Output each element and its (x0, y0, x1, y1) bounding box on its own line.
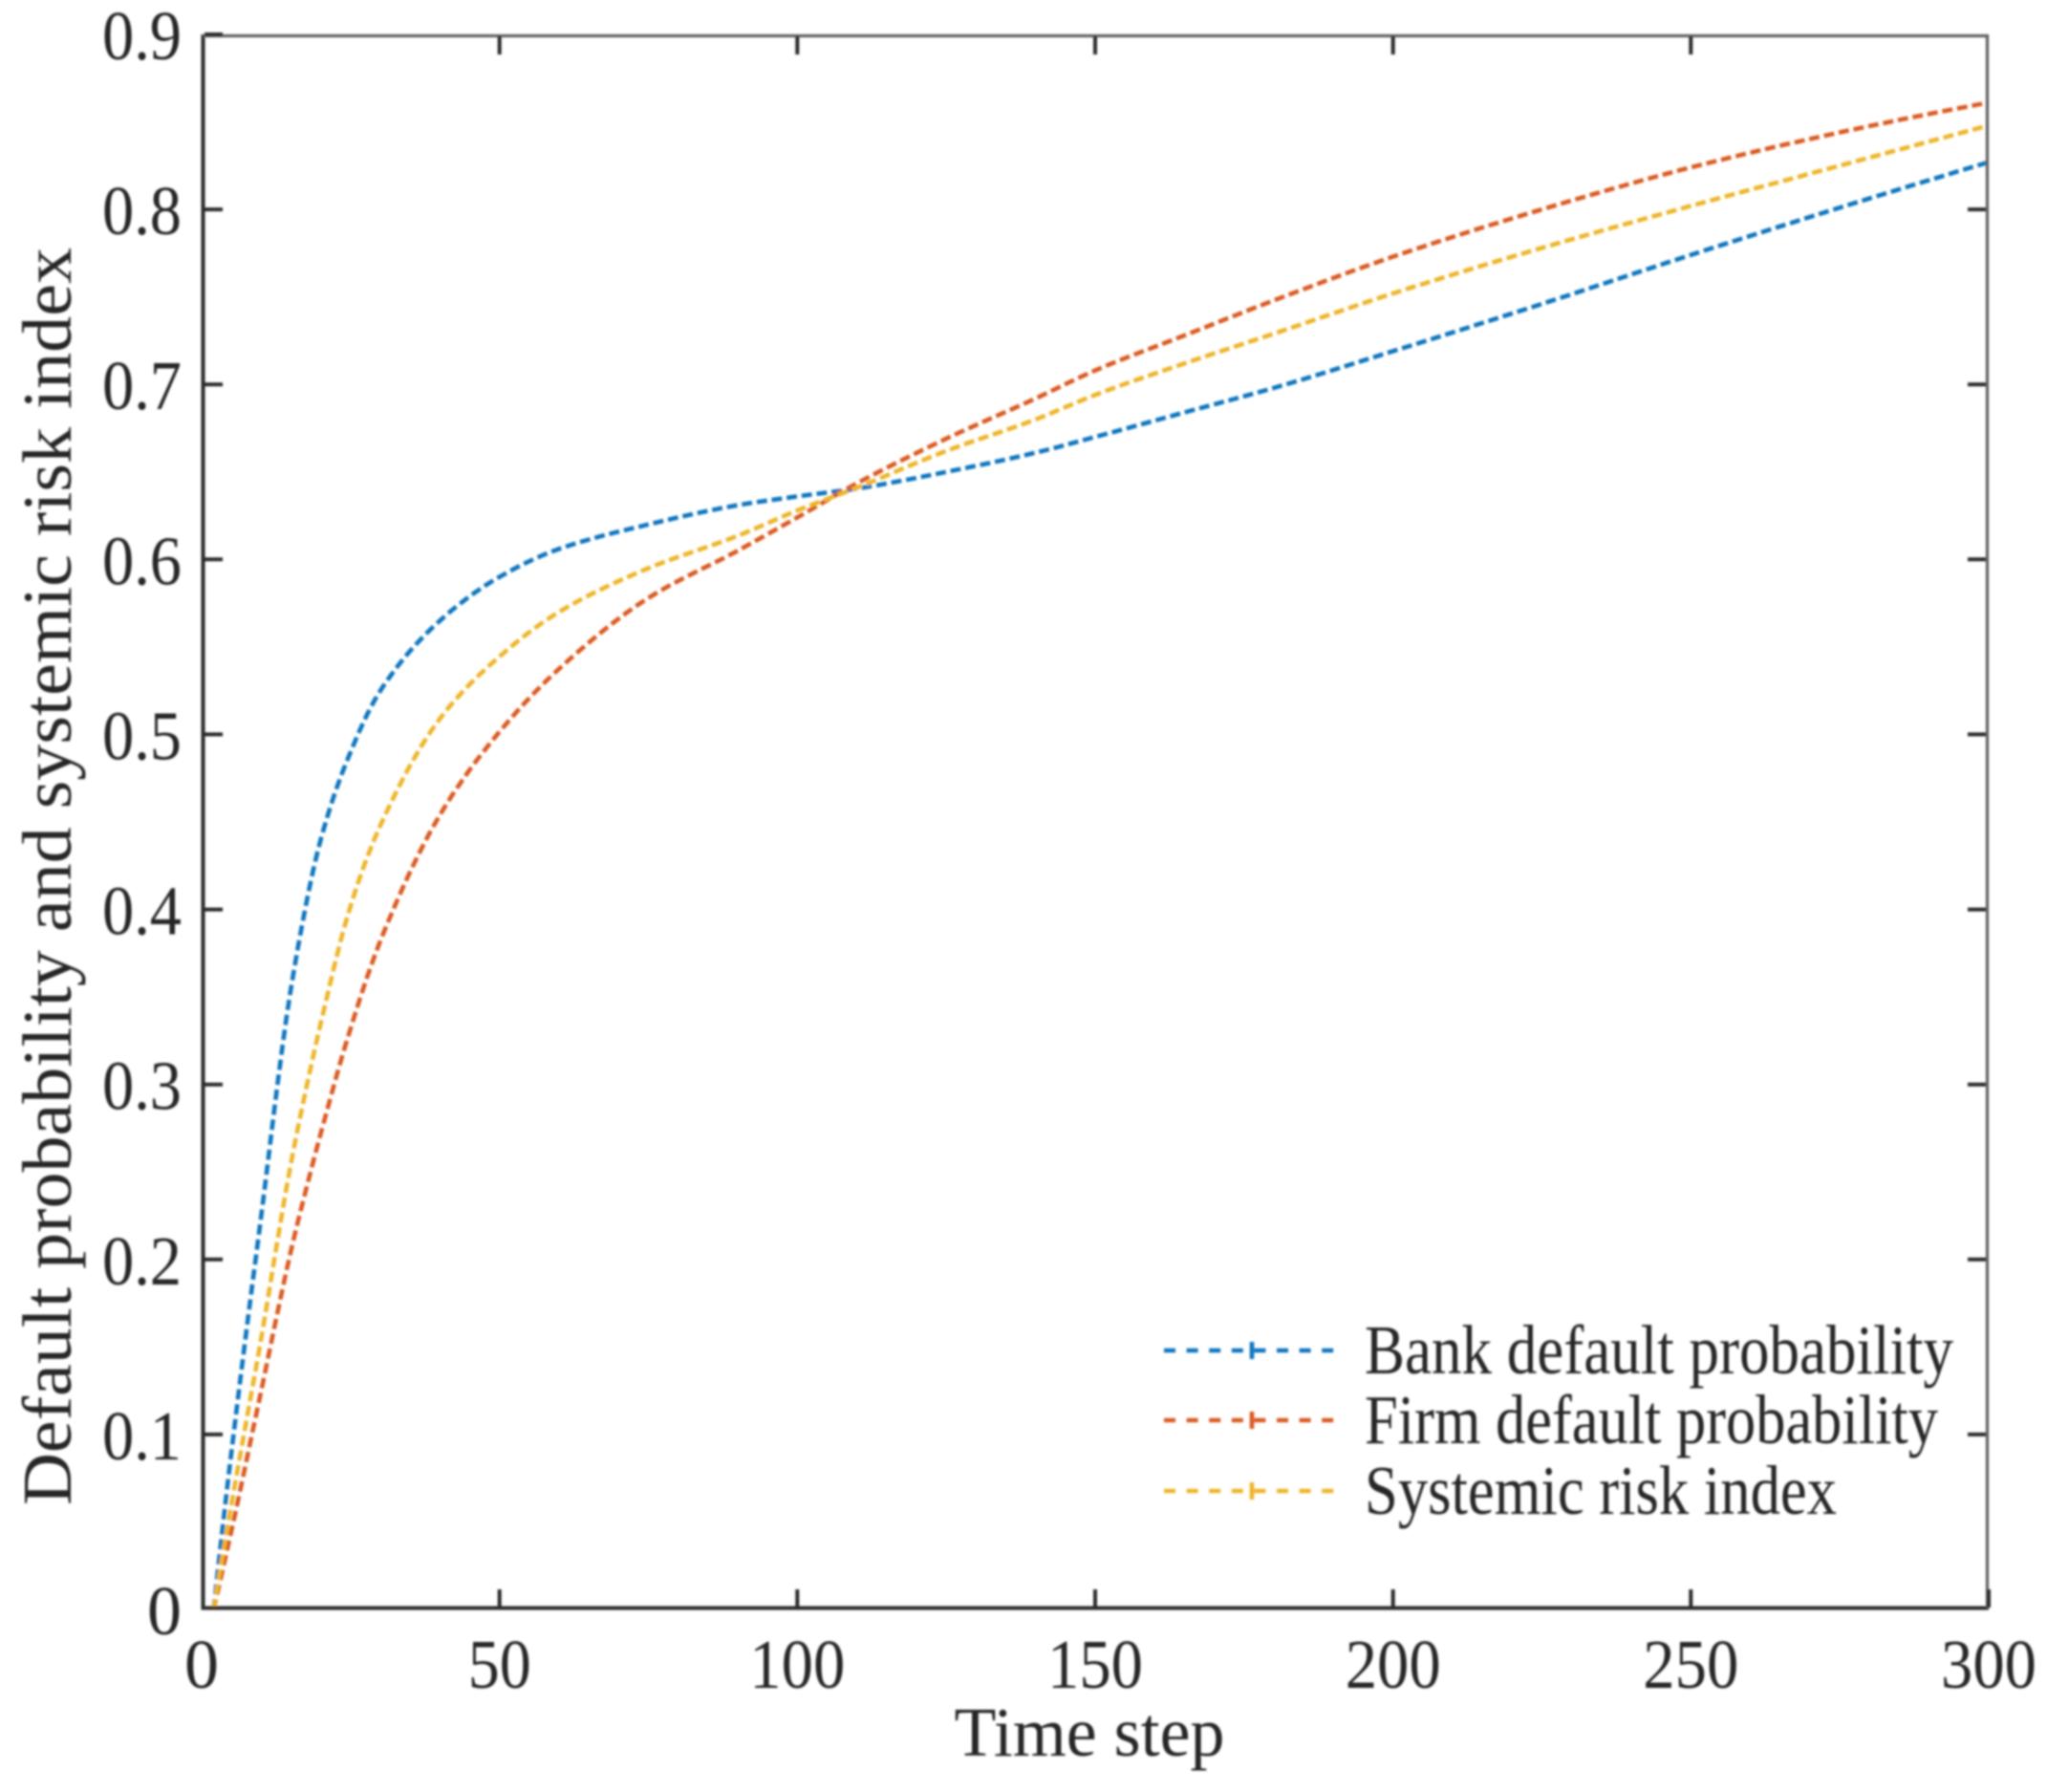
svg-text:150: 150 (1047, 1626, 1143, 1703)
svg-text:0.3: 0.3 (102, 1047, 182, 1125)
svg-text:0.8: 0.8 (102, 172, 182, 249)
svg-text:Time step: Time step (955, 1694, 1225, 1771)
svg-text:300: 300 (1941, 1626, 2036, 1703)
svg-text:0.5: 0.5 (102, 697, 182, 774)
svg-text:0.2: 0.2 (102, 1222, 182, 1300)
svg-text:250: 250 (1643, 1626, 1738, 1703)
svg-text:Systemic risk index: Systemic risk index (1365, 1452, 1837, 1529)
svg-text:0.7: 0.7 (102, 347, 182, 424)
svg-text:200: 200 (1346, 1626, 1441, 1703)
svg-text:0.4: 0.4 (102, 873, 182, 950)
svg-text:0.9: 0.9 (102, 0, 182, 75)
svg-text:Bank default probability: Bank default probability (1365, 1311, 1953, 1389)
svg-text:Firm default probability: Firm default probability (1365, 1381, 1938, 1458)
svg-text:0.6: 0.6 (102, 522, 182, 599)
svg-text:100: 100 (749, 1626, 845, 1703)
svg-text:Default probability and system: Default probability and systemic risk in… (9, 248, 86, 1505)
svg-text:0: 0 (147, 1572, 182, 1650)
svg-text:0: 0 (184, 1626, 219, 1703)
svg-text:50: 50 (468, 1626, 531, 1703)
svg-text:0.1: 0.1 (102, 1397, 182, 1475)
